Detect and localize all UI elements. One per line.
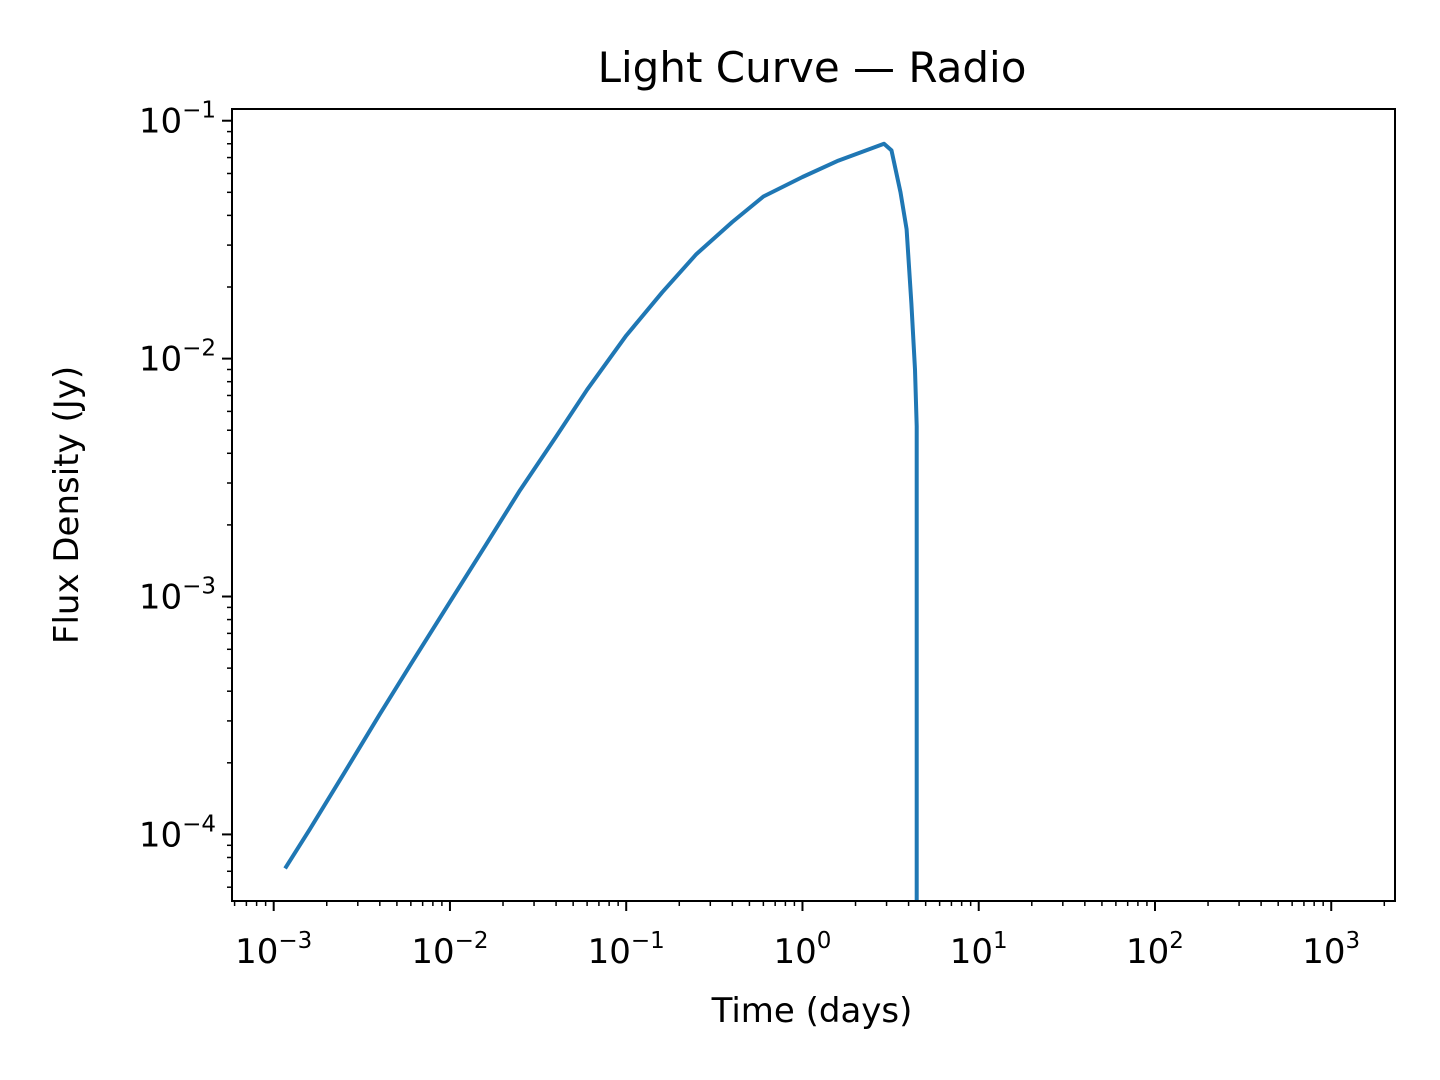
y-axis-label: Flux Density (Jy) — [47, 366, 87, 644]
y-tick-label: 10−4 — [139, 811, 216, 855]
x-tick-label: 10−2 — [411, 928, 488, 972]
y-tick-label: 10−2 — [139, 336, 216, 380]
x-tick-label: 103 — [1302, 928, 1360, 972]
chart-title: Light Curve — Radio — [598, 43, 1027, 92]
x-axis-label: Time (days) — [711, 991, 913, 1031]
y-tick-label: 10−3 — [139, 574, 216, 618]
x-tick-label: 102 — [1126, 928, 1184, 972]
series-line — [283, 141, 919, 901]
axis-ticks: 10−3 10−2 10−1 100 101 102 103 10−4 10−3 10−2 10−1 — [139, 98, 1386, 972]
x-tick-label: 10−1 — [588, 928, 665, 972]
x-tick-label: 101 — [950, 928, 1008, 972]
y-tick-label: 10−1 — [139, 98, 216, 142]
x-tick-label: 10−3 — [235, 928, 312, 972]
x-tick-label: 100 — [774, 928, 832, 972]
plot-frame — [231, 108, 1396, 902]
